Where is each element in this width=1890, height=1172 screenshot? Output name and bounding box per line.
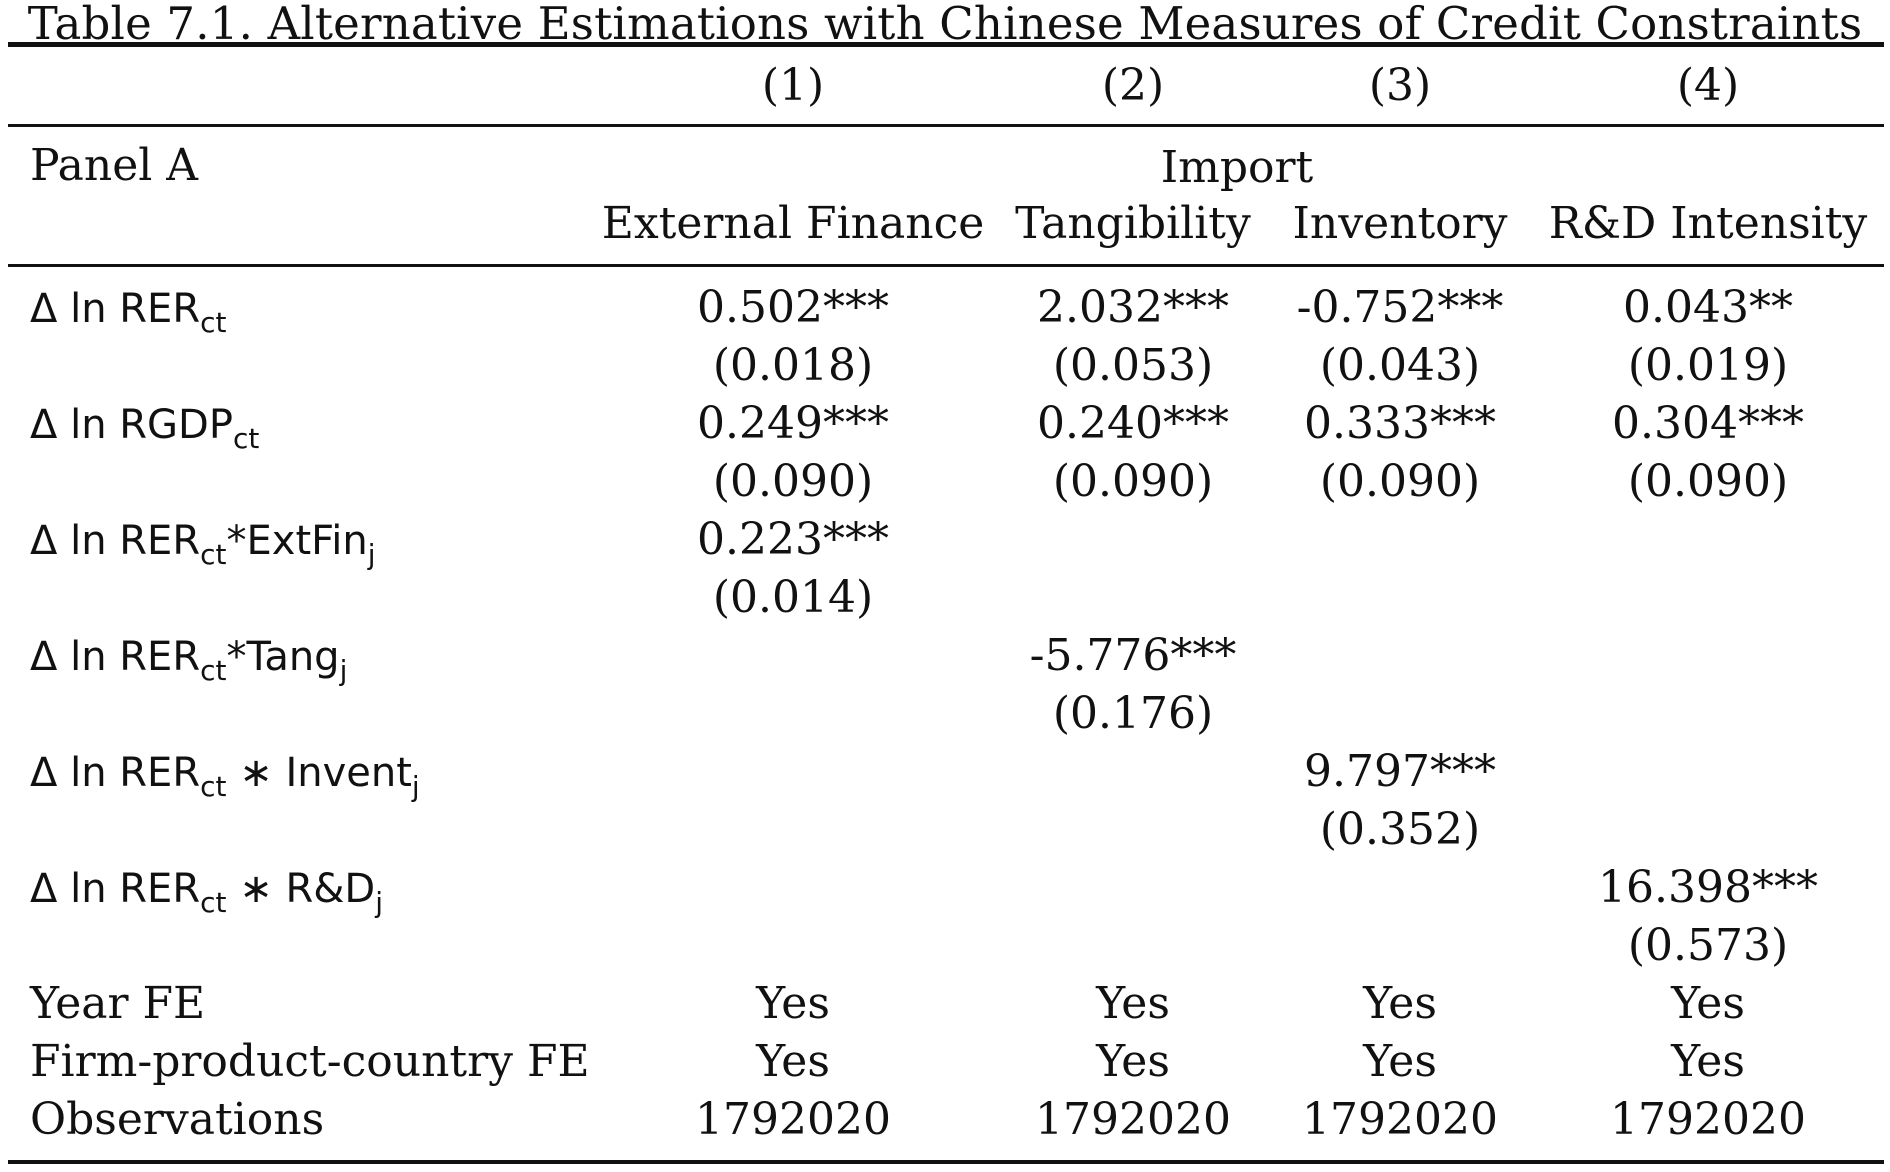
coef-invent-3: 9.797*** [1304, 746, 1496, 797]
row-label-sub2: j [411, 770, 420, 803]
col-number-2: (2) [1101, 60, 1165, 111]
observations-label: Observations [30, 1094, 325, 1145]
year-fe-label: Year FE [30, 978, 206, 1029]
col-number-3: (3) [1368, 60, 1432, 111]
panel-label: Panel A [30, 140, 199, 191]
coef-rer-3: -0.752*** [1296, 282, 1504, 333]
fpc-fe-label: Firm-product-country FE [30, 1036, 590, 1087]
coef-rgdp-4: 0.304*** [1612, 398, 1804, 449]
observations-4: 1792020 [1610, 1094, 1806, 1145]
row-label-extfin: Δ ln RERct*ExtFinj [30, 515, 375, 569]
coef-rgdp-2: 0.240*** [1037, 398, 1229, 449]
row-label-rd: Δ ln RERct ∗ R&Dj [30, 863, 383, 917]
col-label-3: Inventory [1292, 198, 1508, 249]
se-extfin-1: (0.014) [712, 572, 874, 623]
row-label-interaction: ∗ Invent [226, 750, 412, 796]
row-label-sub: ct [232, 422, 260, 455]
year-fe-1: Yes [756, 978, 830, 1029]
row-label-rgdp: Δ ln RGDPct [30, 399, 259, 453]
coef-rer-4: 0.043** [1623, 282, 1793, 333]
se-rgdp-4: (0.090) [1627, 456, 1789, 507]
row-label-prefix: Δ ln RER [30, 518, 201, 564]
row-label-sub: ct [200, 306, 227, 339]
year-fe-2: Yes [1096, 978, 1170, 1029]
row-label-prefix: Δ ln RER [30, 866, 201, 912]
panel-rule [8, 264, 1884, 267]
se-rgdp-2: (0.090) [1052, 456, 1214, 507]
table-caption: Table 7.1. Alternative Estimations with … [27, 0, 1863, 50]
se-rer-1: (0.018) [712, 340, 874, 391]
col-label-2: Tangibility [1015, 198, 1251, 249]
row-label-sub: ct [200, 886, 227, 919]
row-label-sub2: j [339, 654, 348, 687]
header-rule [8, 124, 1884, 127]
se-rd-4: (0.573) [1627, 920, 1789, 971]
observations-1: 1792020 [695, 1094, 891, 1145]
fpc-fe-4: Yes [1671, 1036, 1745, 1087]
observations-2: 1792020 [1035, 1094, 1231, 1145]
coef-extfin-1: 0.223*** [697, 514, 889, 565]
row-label-sub: ct [200, 654, 227, 687]
row-label-interaction: *Tang [226, 634, 340, 680]
row-label-prefix: Δ ln RER [30, 750, 201, 796]
row-label-prefix: Δ ln RER [30, 286, 201, 332]
row-label-sub2: j [367, 538, 376, 571]
coef-rer-2: 2.032*** [1037, 282, 1229, 333]
se-rer-2: (0.053) [1052, 340, 1214, 391]
row-label-prefix: Δ ln RGDP [30, 402, 233, 448]
row-label-interaction: *ExtFin [226, 518, 368, 564]
row-label-sub: ct [200, 538, 227, 571]
row-label-interaction: ∗ R&D [226, 866, 376, 912]
se-invent-3: (0.352) [1319, 804, 1481, 855]
se-rer-3: (0.043) [1319, 340, 1481, 391]
col-number-1: (1) [761, 60, 825, 111]
top-rule [8, 42, 1884, 47]
col-number-4: (4) [1676, 60, 1740, 111]
se-rgdp-1: (0.090) [712, 456, 874, 507]
se-tang-2: (0.176) [1052, 688, 1214, 739]
fpc-fe-3: Yes [1363, 1036, 1437, 1087]
coef-tang-2: -5.776*** [1029, 630, 1237, 681]
coef-rer-1: 0.502*** [697, 282, 889, 333]
row-label-prefix: Δ ln RER [30, 634, 201, 680]
se-rer-4: (0.019) [1627, 340, 1789, 391]
year-fe-4: Yes [1671, 978, 1745, 1029]
row-label-rer: Δ ln RERct [30, 283, 227, 337]
row-label-tang: Δ ln RERct*Tangj [30, 631, 347, 685]
year-fe-3: Yes [1363, 978, 1437, 1029]
observations-3: 1792020 [1302, 1094, 1498, 1145]
se-rgdp-3: (0.090) [1319, 456, 1481, 507]
coef-rd-4: 16.398*** [1598, 862, 1818, 913]
bottom-rule [8, 1160, 1884, 1164]
col-label-1: External Finance [601, 198, 985, 249]
row-label-sub: ct [200, 770, 227, 803]
col-label-4: R&D Intensity [1548, 198, 1868, 249]
row-label-sub2: j [375, 886, 384, 919]
fpc-fe-1: Yes [756, 1036, 830, 1087]
coef-rgdp-3: 0.333*** [1304, 398, 1496, 449]
row-label-invent: Δ ln RERct ∗ Inventj [30, 747, 420, 801]
fpc-fe-2: Yes [1096, 1036, 1170, 1087]
group-header-import: Import [1160, 142, 1314, 193]
coef-rgdp-1: 0.249*** [697, 398, 889, 449]
